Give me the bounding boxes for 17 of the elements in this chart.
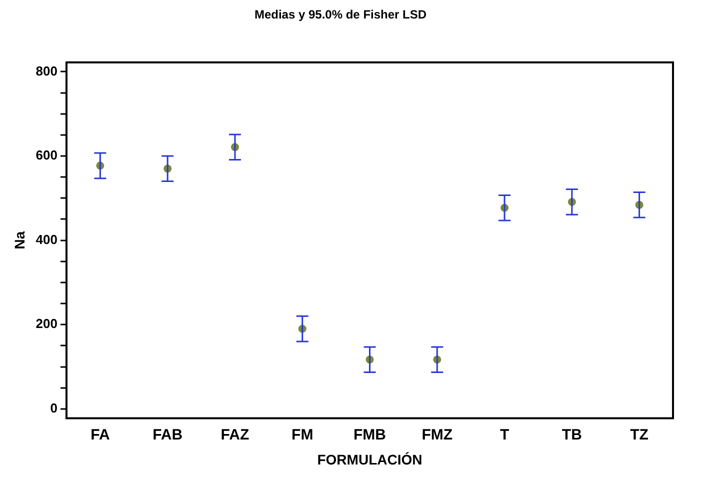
y-tick-label: 400: [36, 232, 58, 247]
x-axis-title: FORMULACIÓN: [317, 451, 422, 468]
y-tick-label: 200: [36, 316, 58, 332]
y-axis-title: Na: [11, 231, 28, 250]
x-tick-label: FA: [90, 426, 110, 444]
x-tick-label: FMZ: [422, 426, 453, 444]
chart-title: Medias y 95.0% de Fisher LSD: [254, 8, 427, 22]
y-tick-label: 600: [36, 148, 58, 163]
x-tick-label: T: [500, 426, 510, 444]
x-tick-label: FM: [292, 426, 314, 444]
x-tick-label: FAB: [152, 426, 183, 444]
x-tick-label: FMB: [353, 426, 386, 444]
x-tick-label: TZ: [630, 426, 648, 444]
y-tick-label: 800: [36, 63, 58, 78]
x-tick-label: FAZ: [220, 426, 250, 444]
y-tick-label: 0: [50, 400, 58, 416]
x-tick-label: TB: [562, 426, 582, 444]
